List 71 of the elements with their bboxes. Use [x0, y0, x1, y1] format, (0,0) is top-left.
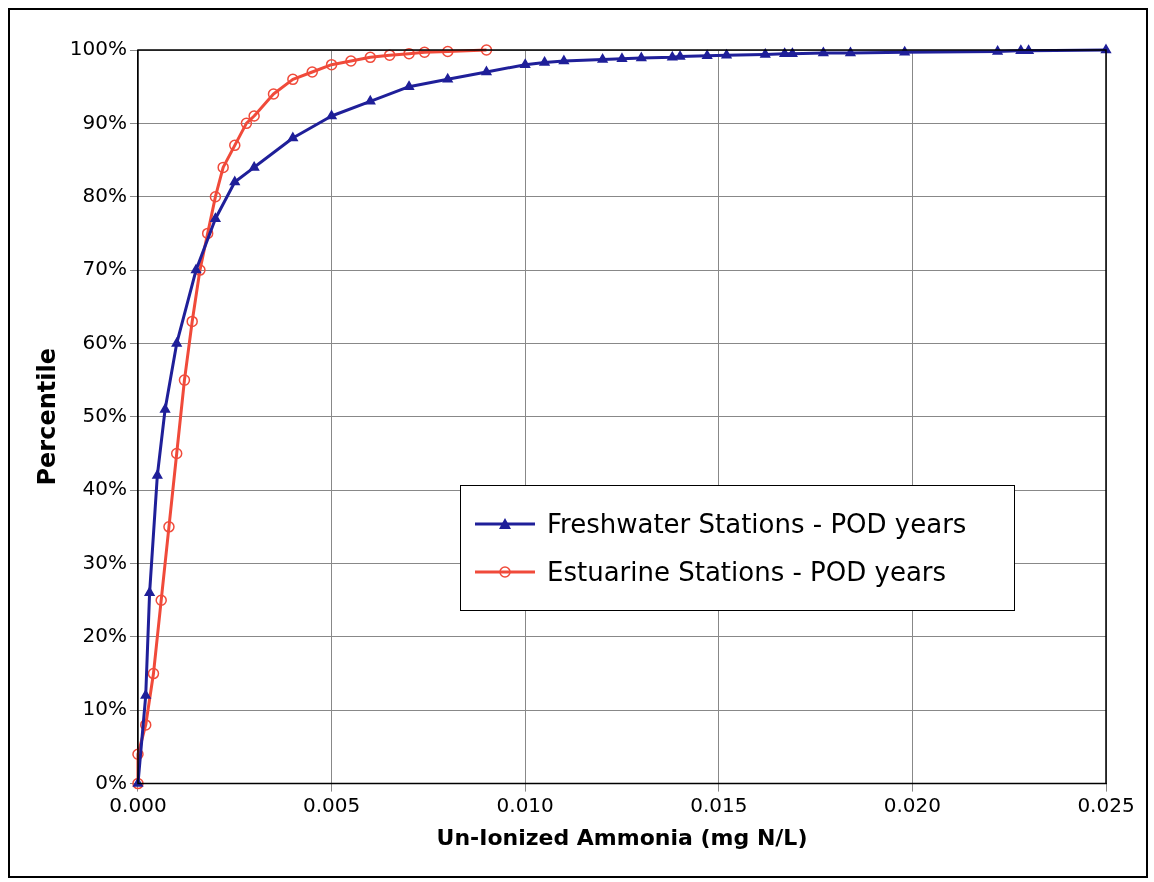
point [217, 161, 229, 174]
point [539, 56, 550, 66]
point [616, 53, 628, 63]
y-tick-label: 60% [82, 329, 127, 354]
point [171, 337, 182, 347]
point [240, 117, 253, 130]
x-tick-label: 0.000 [109, 792, 167, 817]
y-tick-label: 40% [82, 476, 127, 501]
point [201, 227, 214, 240]
x-tick-label: 0.005 [302, 792, 361, 817]
y-tick-label: 100% [69, 36, 127, 61]
point [306, 66, 318, 78]
point [249, 161, 260, 171]
point [248, 110, 260, 122]
y-tick-label: 80% [82, 182, 127, 207]
point [365, 95, 376, 105]
point [147, 667, 160, 680]
point [403, 47, 415, 60]
point [403, 80, 415, 90]
point [442, 45, 454, 58]
y-tick-label: 20% [82, 623, 127, 648]
point [178, 374, 191, 386]
point [210, 212, 221, 222]
point [480, 44, 493, 56]
point [170, 447, 183, 460]
point [558, 55, 569, 65]
point [229, 176, 240, 186]
x-axis-title: Un-Ionized Ammonia (mg N/L) [436, 824, 808, 850]
x-tick-label: 0.025 [1077, 792, 1135, 817]
point [190, 264, 202, 274]
point [721, 49, 732, 59]
point [229, 139, 241, 152]
point [186, 315, 198, 328]
legend-label: Freshwater Stations - POD years [547, 509, 967, 539]
x-tick-label: 0.020 [883, 792, 942, 817]
point [636, 52, 647, 62]
point [418, 46, 431, 58]
point [139, 719, 152, 731]
point [345, 55, 357, 67]
point [209, 190, 222, 203]
point [144, 587, 155, 597]
point [760, 48, 771, 58]
point [481, 66, 492, 76]
point [155, 594, 167, 606]
point [140, 689, 151, 699]
point [597, 53, 608, 63]
x-tick-label: 0.010 [496, 792, 554, 817]
point [163, 521, 175, 533]
y-tick-label: 50% [82, 403, 127, 427]
point [326, 110, 337, 120]
point [160, 403, 171, 413]
point [325, 58, 338, 71]
point [287, 73, 299, 86]
point [132, 748, 144, 761]
y-tick-label: 90% [82, 109, 127, 134]
y-tick-label: 0% [95, 769, 127, 794]
point [267, 88, 280, 100]
point [442, 73, 453, 83]
legend-label: Estuarine Stations - POD years [547, 557, 947, 587]
point [287, 132, 298, 142]
point [520, 58, 531, 68]
point [667, 51, 678, 61]
point [364, 51, 377, 64]
y-axis-title: Percentile [32, 348, 61, 486]
point [383, 49, 396, 61]
point [152, 469, 163, 479]
y-tick-label: 10% [82, 696, 127, 721]
y-tick-label: 70% [82, 256, 127, 281]
x-tick-label: 0.015 [690, 792, 748, 817]
point [702, 50, 713, 60]
y-tick-label: 30% [82, 549, 127, 574]
